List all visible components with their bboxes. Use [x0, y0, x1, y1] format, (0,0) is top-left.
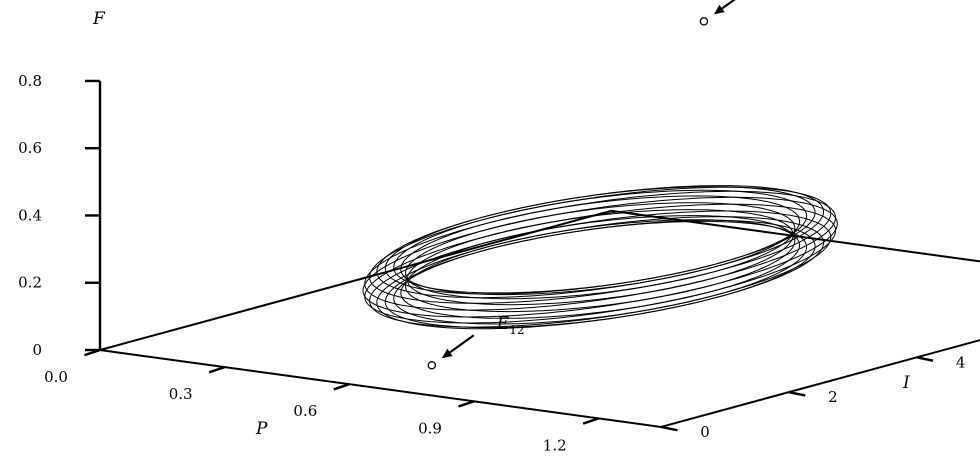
trajectory-loop	[384, 219, 816, 329]
equilibrium-marker	[427, 360, 437, 370]
f-tick-label: 0.2	[18, 274, 42, 292]
i-tick	[660, 425, 678, 432]
f-tick-label: 0	[32, 341, 42, 359]
f-axis-title: F	[92, 9, 106, 29]
p-tick	[582, 417, 600, 425]
trajectory-loop	[384, 186, 816, 295]
equilibrium-points: E123 E12	[427, 0, 736, 370]
floor-edge-i	[99, 209, 612, 351]
equilibrium-e123: E123	[699, 0, 736, 26]
p-axis: 0.0 0.3 0.6 0.9 1.2	[44, 348, 600, 454]
p-tick	[84, 348, 101, 357]
p-tick	[458, 400, 475, 408]
equilibrium-marker	[699, 17, 709, 26]
p-tick	[333, 383, 350, 391]
p-tick-label: 0.9	[418, 419, 442, 437]
f-tick-label: 0.4	[18, 206, 42, 224]
arrow-head	[441, 348, 453, 359]
trajectory-loop	[364, 203, 837, 324]
trajectory-loop	[369, 210, 832, 328]
floor-edge-front-i	[660, 339, 980, 428]
f-axis: 0 0.2 0.4 0.6 0.8	[18, 72, 102, 359]
i-axis-title: I	[902, 373, 910, 393]
trajectory-loop	[362, 196, 838, 318]
trajectory-loop	[369, 186, 832, 304]
equilibrium-e12: E12	[427, 314, 525, 370]
floor-edge-p	[99, 349, 662, 428]
floor-box	[99, 209, 980, 428]
i-tick	[788, 390, 806, 397]
p-axis-title: P	[255, 419, 268, 439]
equilibrium-label: E12	[496, 314, 525, 337]
i-tick-label: 2	[828, 388, 838, 406]
pointer-arrow	[449, 334, 475, 354]
i-axis: 02468	[660, 353, 966, 441]
f-tick-label: 0.8	[18, 72, 42, 90]
trajectory-loop	[393, 189, 808, 294]
limit-cycle-trajectory	[362, 185, 838, 330]
i-tick	[916, 356, 934, 362]
p-tick	[208, 365, 226, 374]
arrow-head	[713, 4, 725, 15]
floor-edge-back-p	[611, 209, 980, 263]
trajectory-loop	[400, 195, 800, 296]
p-tick-label: 0.3	[169, 385, 193, 403]
trajectory-loop	[364, 190, 837, 311]
i-tick-label: 0	[700, 423, 710, 441]
trajectory-loop	[406, 209, 794, 306]
p-tick-label: 0.0	[44, 368, 68, 386]
p-tick-label: 1.2	[543, 436, 567, 454]
trajectory-loop	[376, 216, 824, 330]
pointer-arrow	[721, 0, 736, 10]
trajectory-loop	[405, 202, 796, 300]
p-tick-label: 0.6	[293, 402, 317, 420]
i-tick-label: 4	[956, 353, 966, 371]
f-tick-label: 0.6	[18, 139, 42, 157]
